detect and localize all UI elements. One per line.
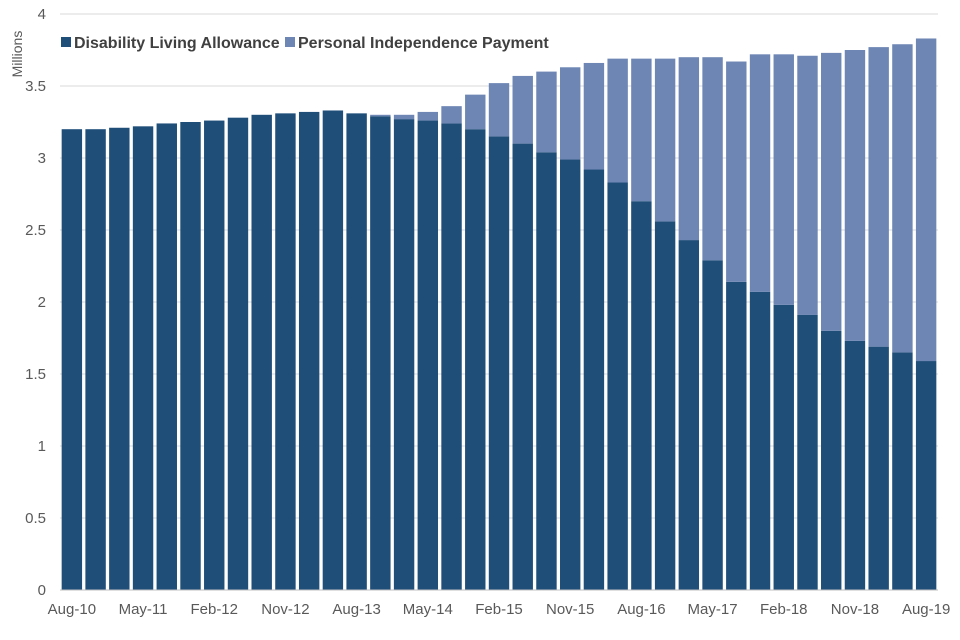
y-tick-label: 3	[38, 150, 46, 167]
bar-dla	[607, 182, 628, 591]
y-tick-label: 1	[38, 438, 46, 455]
bar-pip	[631, 58, 652, 202]
bar-dla	[559, 159, 581, 590]
bar-dla	[488, 136, 510, 590]
x-tick-label: Aug-13	[332, 601, 380, 618]
y-tick-label: 0.5	[25, 510, 46, 527]
x-tick-label: May-11	[119, 601, 168, 618]
bar-dla	[512, 143, 533, 590]
bar-pip	[370, 114, 391, 117]
bar-dla	[631, 201, 652, 590]
bar-pip	[465, 94, 486, 130]
bar-dla	[844, 340, 866, 590]
legend-swatch-dla	[61, 37, 71, 47]
x-tick-label: Nov-18	[831, 601, 879, 618]
y-axis-ticks: 0 0.5 1 1.5 2 2.5 3 3.5 4	[25, 6, 46, 599]
bar-dla	[441, 123, 462, 590]
bar-dla	[393, 119, 415, 591]
bar-dla	[678, 240, 700, 590]
bar-pip	[797, 55, 818, 315]
y-tick-label: 4	[38, 6, 46, 23]
bar-pip	[583, 62, 605, 170]
bar-dla	[370, 116, 391, 591]
bar-dla	[868, 346, 889, 590]
bar-pip	[678, 57, 700, 241]
bar-dla	[85, 129, 106, 590]
bar-dla	[227, 117, 249, 591]
legend-label-pip: Personal Independence Payment	[298, 35, 549, 52]
bar-pip	[607, 58, 628, 183]
bar-pip	[702, 57, 723, 261]
bar-pip	[536, 71, 557, 153]
bar-pip	[654, 58, 676, 222]
bar-dla	[204, 120, 225, 590]
bar-dla	[773, 304, 794, 590]
bar-dla	[821, 330, 842, 590]
x-tick-label: Nov-15	[546, 601, 594, 618]
bar-pip	[868, 47, 889, 347]
x-axis-ticks: Aug-10 May-11 Feb-12 Nov-12 Aug-13 May-14 Feb-…	[48, 601, 951, 618]
legend-label-dla: Disability Living Allowance	[74, 35, 280, 52]
bar-pip	[915, 38, 937, 362]
bar-dla	[749, 291, 771, 590]
bar-pip	[773, 54, 794, 305]
bar-pip	[821, 52, 842, 331]
bar-dla	[536, 152, 557, 591]
bar-pip	[393, 114, 415, 120]
bar-dla	[322, 110, 344, 590]
x-tick-label: Aug-19	[902, 601, 950, 618]
bar-dla	[465, 129, 486, 590]
x-tick-label: Feb-18	[760, 601, 808, 618]
y-tick-label: 3.5	[25, 78, 46, 95]
bar-pip	[559, 67, 581, 160]
bar-pip	[726, 61, 747, 282]
bar-pip	[417, 111, 439, 121]
bar-dla	[417, 120, 439, 590]
y-tick-label: 1.5	[25, 366, 46, 383]
y-axis-title: Millions	[9, 31, 25, 78]
x-tick-label: Feb-12	[190, 601, 238, 618]
bars	[61, 38, 937, 591]
bar-pip	[749, 54, 771, 292]
bar-dla	[915, 361, 937, 590]
bar-pip	[892, 44, 913, 353]
bar-dla	[892, 352, 913, 590]
y-tick-label: 2.5	[25, 222, 46, 239]
y-tick-label: 0	[38, 582, 46, 599]
bar-dla	[583, 169, 605, 590]
bar-dla	[797, 314, 818, 590]
bar-pip	[441, 106, 462, 124]
bar-dla	[275, 113, 296, 591]
bar-dla	[654, 221, 676, 591]
bar-dla	[726, 281, 747, 590]
bar-pip	[488, 83, 510, 137]
bar-dla	[156, 123, 177, 590]
x-tick-label: Aug-16	[617, 601, 665, 618]
bar-pip	[512, 75, 533, 144]
x-tick-label: May-17	[688, 601, 738, 618]
x-tick-label: Aug-10	[48, 601, 96, 618]
bar-dla	[109, 127, 130, 590]
bar-dla	[132, 126, 154, 590]
y-tick-label: 2	[38, 294, 46, 311]
bar-dla	[251, 114, 272, 591]
bar-dla	[61, 129, 83, 590]
bar-dla	[180, 122, 201, 590]
x-tick-label: Feb-15	[475, 601, 523, 618]
legend-swatch-pip	[285, 37, 295, 47]
legend: Disability Living Allowance Personal Ind…	[61, 35, 549, 52]
bar-dla	[346, 113, 367, 591]
bar-pip	[844, 50, 866, 341]
x-tick-label: Nov-12	[261, 601, 309, 618]
bar-dla	[702, 260, 723, 590]
x-tick-label: May-14	[403, 601, 453, 618]
bar-dla	[298, 111, 320, 591]
